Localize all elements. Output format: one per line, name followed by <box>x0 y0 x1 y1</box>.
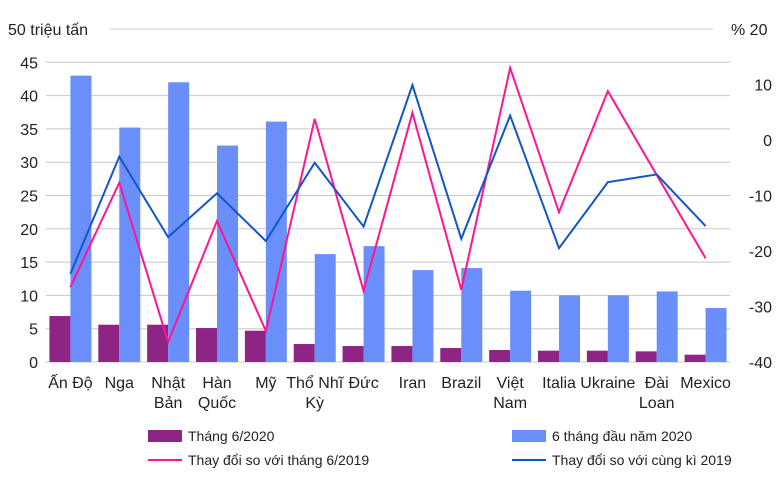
category-label-line: Đài <box>645 375 669 392</box>
bar-june-2020 <box>293 344 315 362</box>
category-label-line: Italia <box>542 375 576 392</box>
category-label: Đức <box>348 375 378 392</box>
bar-june-2020 <box>49 316 71 362</box>
bar-h1-2020 <box>265 121 287 362</box>
category-label: Việt Nam <box>493 375 527 412</box>
bar-h1-2020 <box>510 290 532 362</box>
left-tick-label: 45 <box>20 55 38 72</box>
bar-june-2020 <box>586 350 608 362</box>
legend-label: Thay đổi so với tháng 6/2019 <box>188 452 369 468</box>
bar-h1-2020 <box>412 270 434 362</box>
right-axis-ticks: -40 -30 -20 -10 0 10 <box>749 78 772 373</box>
bar-h1-2020 <box>656 291 678 362</box>
category-label: Mỹ <box>255 375 276 392</box>
right-tick-label: -30 <box>749 300 772 317</box>
category-label-line: Loan <box>639 395 675 412</box>
category-label: Ấn Độ <box>48 373 93 392</box>
left-axis-ticks: 0 5 10 15 20 25 30 35 40 45 <box>20 55 38 372</box>
category-label: Italia <box>542 375 576 392</box>
category-label-line: Bản <box>154 395 182 412</box>
category-labels: Ấn Độ Nga Nhật Bản Hàn Quốc Mỹ Thổ Nhĩ Kỳ Đức Iran… <box>48 373 731 412</box>
category-label-line: Việt <box>497 375 525 392</box>
bars <box>49 75 727 363</box>
bar-h1-2020 <box>607 295 629 362</box>
line-change-vs-same-period-2019 <box>69 81 707 275</box>
bar-h1-2020 <box>363 246 385 362</box>
legend-label: Tháng 6/2020 <box>188 428 275 444</box>
category-label-line: Thổ Nhĩ <box>286 374 344 392</box>
bar-h1-2020 <box>217 145 238 362</box>
bar-h1-2020 <box>119 127 141 363</box>
left-tick-label: 35 <box>20 122 38 139</box>
bar-june-2020 <box>538 350 559 362</box>
category-label: Ukraine <box>580 375 635 392</box>
left-axis-unit-label: 50 triệu tấn <box>8 22 88 39</box>
right-tick-label: -20 <box>749 244 772 261</box>
legend-label: Thay đổi so với cùng kì 2019 <box>552 452 732 468</box>
bar-june-2020 <box>489 350 511 362</box>
category-label-line: Nga <box>105 375 134 392</box>
bar-june-2020 <box>391 346 413 362</box>
bar-june-2020 <box>147 324 169 362</box>
left-tick-label: 40 <box>20 89 38 106</box>
bar-h1-2020 <box>168 82 190 362</box>
left-tick-label: 0 <box>29 355 38 372</box>
legend-label: 6 tháng đầu năm 2020 <box>552 428 692 444</box>
left-tick-label: 25 <box>20 189 38 206</box>
bar-june-2020 <box>684 354 706 362</box>
category-label: Nga <box>105 375 134 392</box>
category-label-line: Mỹ <box>255 375 276 392</box>
bar-h1-2020 <box>314 254 336 362</box>
legend: Tháng 6/2020 6 tháng đầu năm 2020 Thay đổi… <box>148 428 732 468</box>
bar-h1-2020 <box>70 75 92 363</box>
left-tick-label: 30 <box>20 155 38 172</box>
category-label-line: Nam <box>493 395 527 412</box>
right-tick-label: 0 <box>763 133 772 150</box>
bar-h1-2020 <box>461 268 483 362</box>
category-label-line: Ukraine <box>580 375 635 392</box>
category-label: Brazil <box>441 375 481 392</box>
bar-june-2020 <box>98 324 120 362</box>
category-label-line: Kỳ <box>305 395 324 412</box>
bar-june-2020 <box>342 346 364 362</box>
category-label-line: Hàn <box>202 375 231 392</box>
category-label-line: Mexico <box>680 375 731 392</box>
category-label-line: Brazil <box>441 375 481 392</box>
category-label: Mexico <box>680 375 731 392</box>
legend-swatch <box>148 430 182 442</box>
category-label: Đài Loan <box>639 375 675 412</box>
category-label: Iran <box>399 375 427 392</box>
category-label-line: Ấn Độ <box>48 373 93 392</box>
line-change-vs-june-2019 <box>69 64 707 346</box>
legend-swatch <box>512 430 546 442</box>
bar-h1-2020 <box>559 295 580 362</box>
left-tick-label: 15 <box>20 255 38 272</box>
lines <box>69 64 707 346</box>
right-tick-label: -10 <box>749 189 772 206</box>
category-label-line: Nhật <box>151 375 185 392</box>
category-label: Hàn Quốc <box>198 375 236 412</box>
bar-june-2020 <box>196 328 217 362</box>
right-tick-label: -40 <box>749 355 772 372</box>
right-axis-unit-label: % 20 <box>731 22 768 39</box>
bar-june-2020 <box>244 330 266 362</box>
category-label: Nhật Bản <box>151 375 185 412</box>
bar-june-2020 <box>635 351 657 362</box>
bar-june-2020 <box>440 348 462 362</box>
left-tick-label: 10 <box>20 288 38 305</box>
left-tick-label: 5 <box>29 322 38 339</box>
bar-h1-2020 <box>705 308 727 362</box>
category-label-line: Đức <box>348 375 378 392</box>
category-label: Thổ Nhĩ Kỳ <box>286 374 344 412</box>
category-label-line: Quốc <box>198 395 236 412</box>
category-label-line: Iran <box>399 375 427 392</box>
right-tick-label: 10 <box>754 78 772 95</box>
left-tick-label: 20 <box>20 222 38 239</box>
